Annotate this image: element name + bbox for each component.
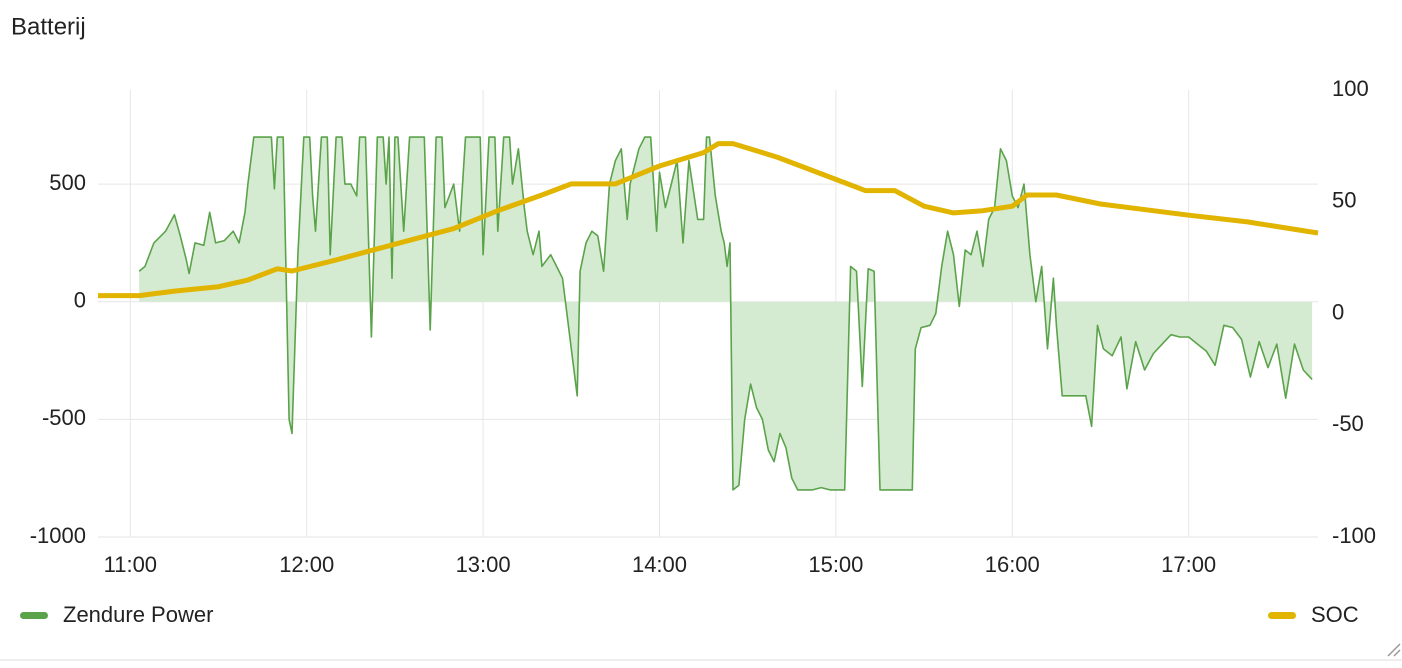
legend-swatch <box>20 612 48 619</box>
y2-tick-label: -100 <box>1332 523 1376 548</box>
area <box>139 137 1313 490</box>
x-tick-label: 14:00 <box>632 552 687 577</box>
x-tick-label: 16:00 <box>985 552 1040 577</box>
x-tick-label: 17:00 <box>1161 552 1216 577</box>
legend-label: SOC <box>1311 602 1359 627</box>
x-tick-label: 11:00 <box>104 552 157 577</box>
y2-tick-label: 100 <box>1332 76 1369 101</box>
legend-label: Zendure Power <box>63 602 213 627</box>
plot: 11:00 12:00 13:00 14:00 15:00 16:00 17:00-1000… <box>30 76 1376 577</box>
x-tick-label: 12:00 <box>279 552 334 577</box>
y-tick-label: 0 <box>74 288 86 313</box>
y-tick-label: -1000 <box>30 523 86 548</box>
y-tick-label: -500 <box>42 405 86 430</box>
x-tick-label: 15:00 <box>808 552 863 577</box>
x-tick-label: 13:00 <box>456 552 511 577</box>
y2-tick-label: -50 <box>1332 411 1364 436</box>
y2-tick-label: 50 <box>1332 188 1356 213</box>
chart-title: Batterij <box>11 13 86 40</box>
legend-swatch <box>1268 612 1296 619</box>
y2-tick-label: 0 <box>1332 299 1344 324</box>
resize-handle[interactable] <box>1387 643 1401 657</box>
line <box>98 141 1319 299</box>
y-tick-label: 500 <box>49 170 86 195</box>
line <box>138 136 1313 491</box>
